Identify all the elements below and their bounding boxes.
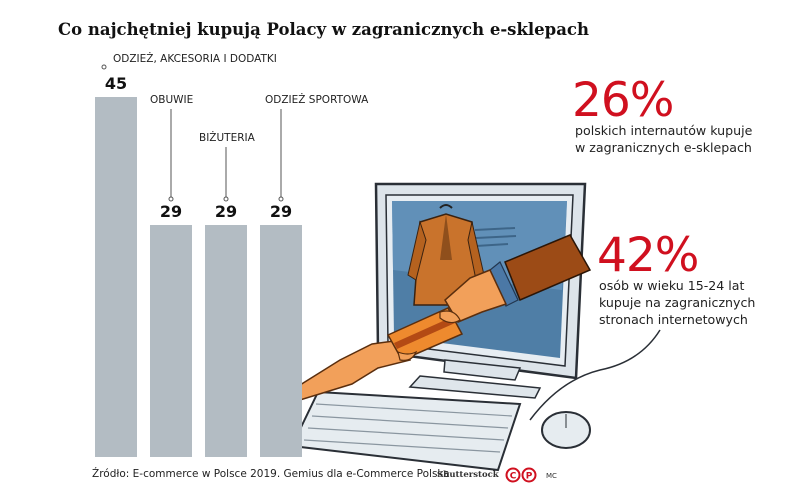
leader-dot-1 (101, 64, 107, 70)
bar-label-2: OBUWIE (150, 94, 193, 106)
image-credit: Shutterstock (437, 470, 499, 480)
leader-dot-3 (223, 196, 229, 202)
stat-2-line-2: kupuje na zagranicznych (599, 295, 756, 310)
computer-illustration (290, 182, 661, 472)
bar-value-1: 45 (105, 74, 127, 93)
bar-label-1: ODZIEŻ, AKCESORIA I DODATKI (113, 52, 277, 65)
stat-2-line-1: osób w wieku 15-24 lat (599, 278, 745, 293)
bar-4 (260, 225, 302, 457)
stat-2-text: osób w wieku 15-24 lat kupuje na zagrani… (599, 277, 755, 328)
author-initials: MC (546, 472, 557, 480)
stat-1-text: polskich internautów kupuje w zagraniczn… (575, 122, 752, 156)
leader-dot-2 (168, 196, 174, 202)
bar-value-4: 29 (270, 202, 292, 221)
bar-1 (95, 97, 137, 457)
leader-dot-4 (278, 196, 284, 202)
stat-2-line-3: stronach internetowych (599, 312, 748, 327)
bar-label-4: ODZIEŻ SPORTOWA (265, 93, 369, 106)
bar-2 (150, 225, 192, 457)
bar-label-3: BIŻUTERIA (199, 131, 256, 144)
bar-value-2: 29 (160, 202, 182, 221)
stat-1-line-1: polskich internautów kupuje (575, 123, 753, 138)
stat-2-value: 42% (597, 228, 699, 283)
bar-value-3: 29 (215, 202, 237, 221)
source-note: Źródło: E-commerce w Polsce 2019. Gemius… (92, 468, 450, 480)
stat-1-value: 26% (572, 73, 674, 128)
svg-text:P: P (526, 472, 533, 482)
chart-title: Co najchętniej kupują Polacy w zagranicz… (58, 20, 589, 39)
stat-1-line-2: w zagranicznych e-sklepach (575, 140, 752, 155)
bar-3 (205, 225, 247, 457)
publisher-logo-mark: C P (505, 467, 537, 483)
svg-text:C: C (510, 472, 517, 482)
publisher-logo: C P (505, 467, 539, 487)
